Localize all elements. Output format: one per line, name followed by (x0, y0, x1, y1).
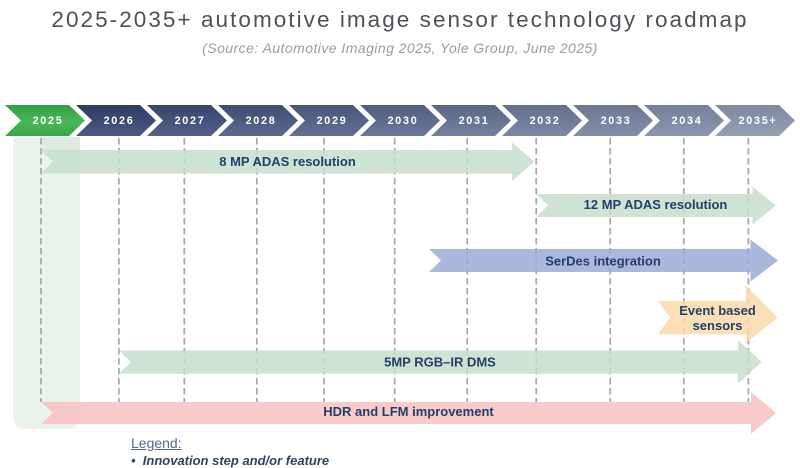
svg-text:SerDes integration: SerDes integration (545, 254, 661, 269)
svg-text:8 MP ADAS resolution: 8 MP ADAS resolution (219, 154, 356, 169)
svg-text:sensors: sensors (693, 318, 743, 333)
svg-text:12 MP ADAS resolution: 12 MP ADAS resolution (584, 197, 728, 212)
svg-text:HDR and LFM improvement: HDR and LFM improvement (323, 404, 494, 419)
svg-text:Event based: Event based (679, 303, 756, 318)
svg-text:5MP RGB–IR DMS: 5MP RGB–IR DMS (384, 354, 496, 369)
